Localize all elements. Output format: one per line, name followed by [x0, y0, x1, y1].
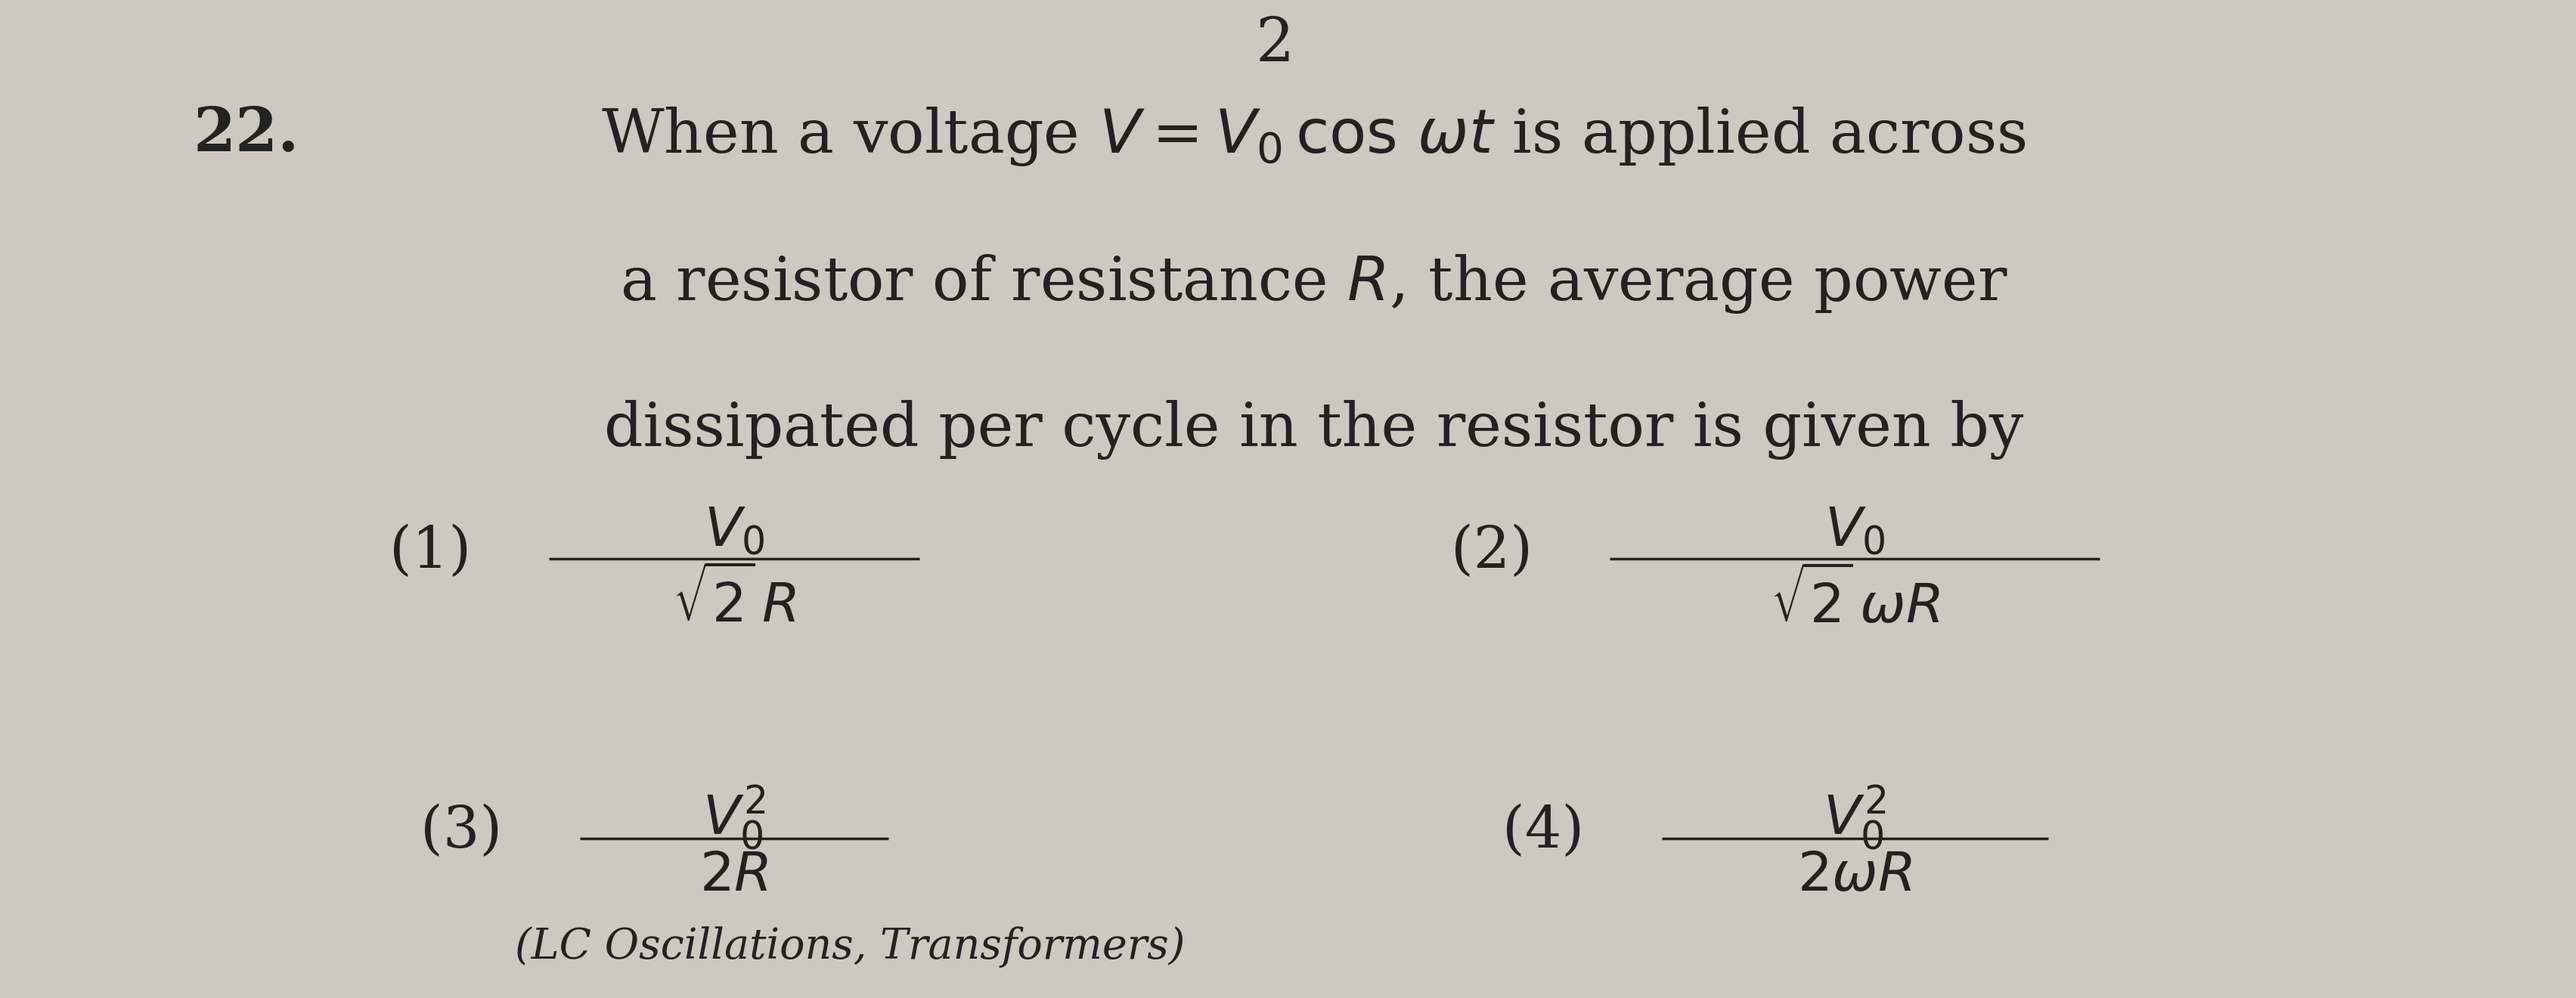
Text: (2): (2)	[1450, 524, 1533, 580]
Text: (LC Oscillations, Transformers): (LC Oscillations, Transformers)	[515, 927, 1185, 968]
Text: $V_0^2$: $V_0^2$	[1824, 783, 1886, 852]
Text: a resistor of resistance $R$, the average power: a resistor of resistance $R$, the averag…	[621, 252, 2007, 315]
Text: $2\omega R$: $2\omega R$	[1798, 848, 1911, 901]
Text: $\sqrt{2}\,R$: $\sqrt{2}\,R$	[672, 569, 796, 634]
Text: $V_0^2$: $V_0^2$	[703, 783, 765, 852]
Text: dissipated per cycle in the resistor is given by: dissipated per cycle in the resistor is …	[603, 400, 2025, 460]
Text: 2: 2	[1255, 15, 1296, 74]
Text: 22.: 22.	[193, 105, 299, 164]
Text: $V_0$: $V_0$	[703, 504, 765, 557]
Text: (3): (3)	[420, 803, 502, 859]
Text: $V_0$: $V_0$	[1824, 504, 1886, 557]
Text: When a voltage $V = V_0\,\cos\,\omega t$ is applied across: When a voltage $V = V_0\,\cos\,\omega t$…	[600, 105, 2027, 168]
Text: $2R$: $2R$	[701, 848, 768, 901]
Text: (4): (4)	[1502, 803, 1584, 859]
Text: $\sqrt{2}\,\omega R$: $\sqrt{2}\,\omega R$	[1770, 569, 1940, 634]
Text: (1): (1)	[389, 524, 471, 580]
